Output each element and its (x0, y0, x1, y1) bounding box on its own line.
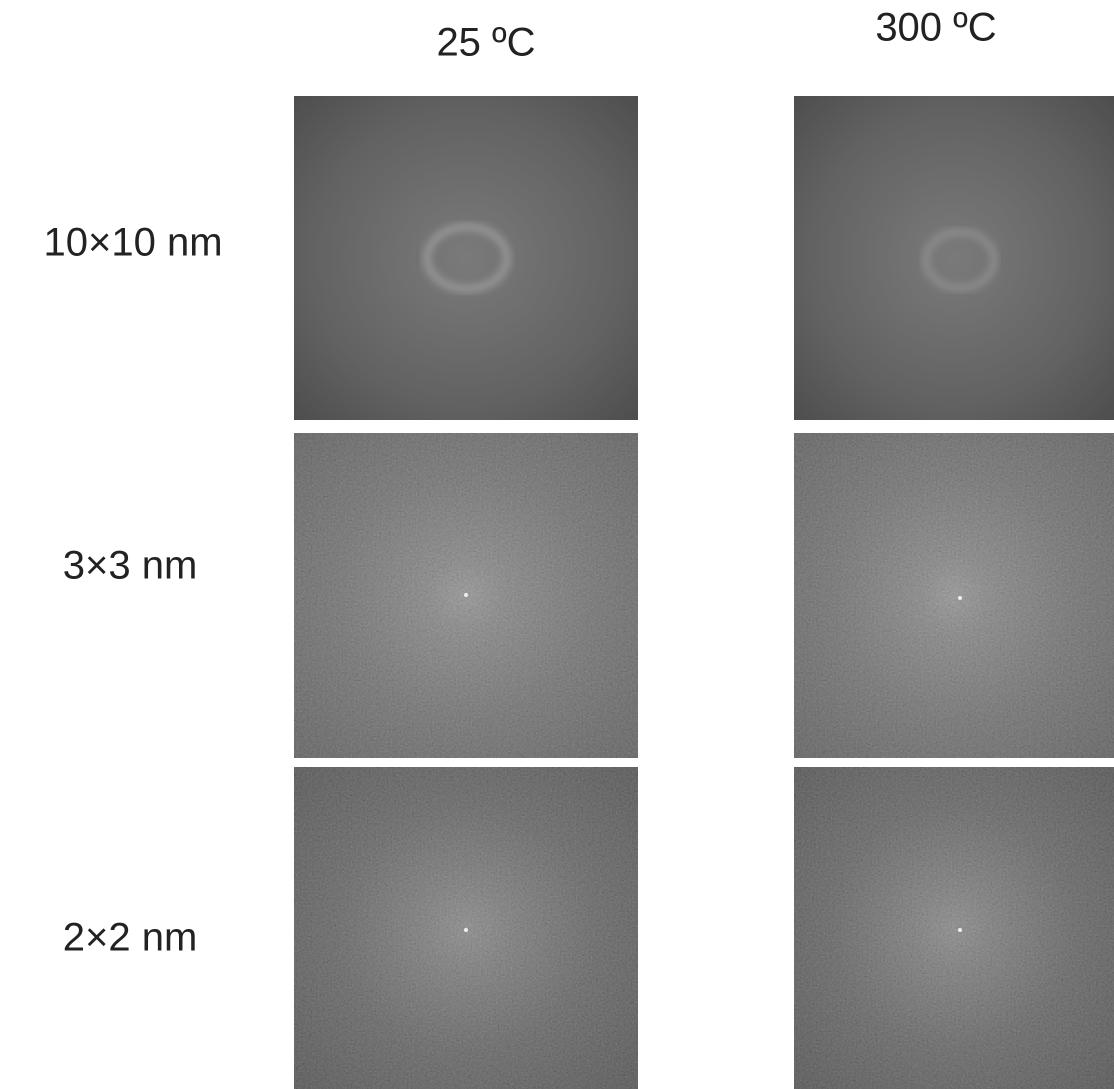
fft-panel (294, 767, 638, 1089)
fft-panel (294, 96, 638, 420)
column-header: 300 ºC (875, 6, 996, 50)
page: 25 ºC 300 ºC 10×10 nm 3×3 nm 2×2 nm (() … (0, 0, 1114, 1089)
fft-panel (794, 96, 1114, 420)
column-header: 25 ºC (436, 21, 535, 65)
row-label: 3×3 nm (63, 544, 198, 588)
row-label: 10×10 nm (43, 221, 222, 265)
fft-panel (794, 767, 1114, 1089)
row-label: 2×2 nm (63, 916, 198, 960)
figure: 25 ºC 300 ºC 10×10 nm 3×3 nm 2×2 nm (0, 0, 1114, 1089)
fft-panel (794, 433, 1114, 758)
fft-panel (294, 433, 638, 758)
